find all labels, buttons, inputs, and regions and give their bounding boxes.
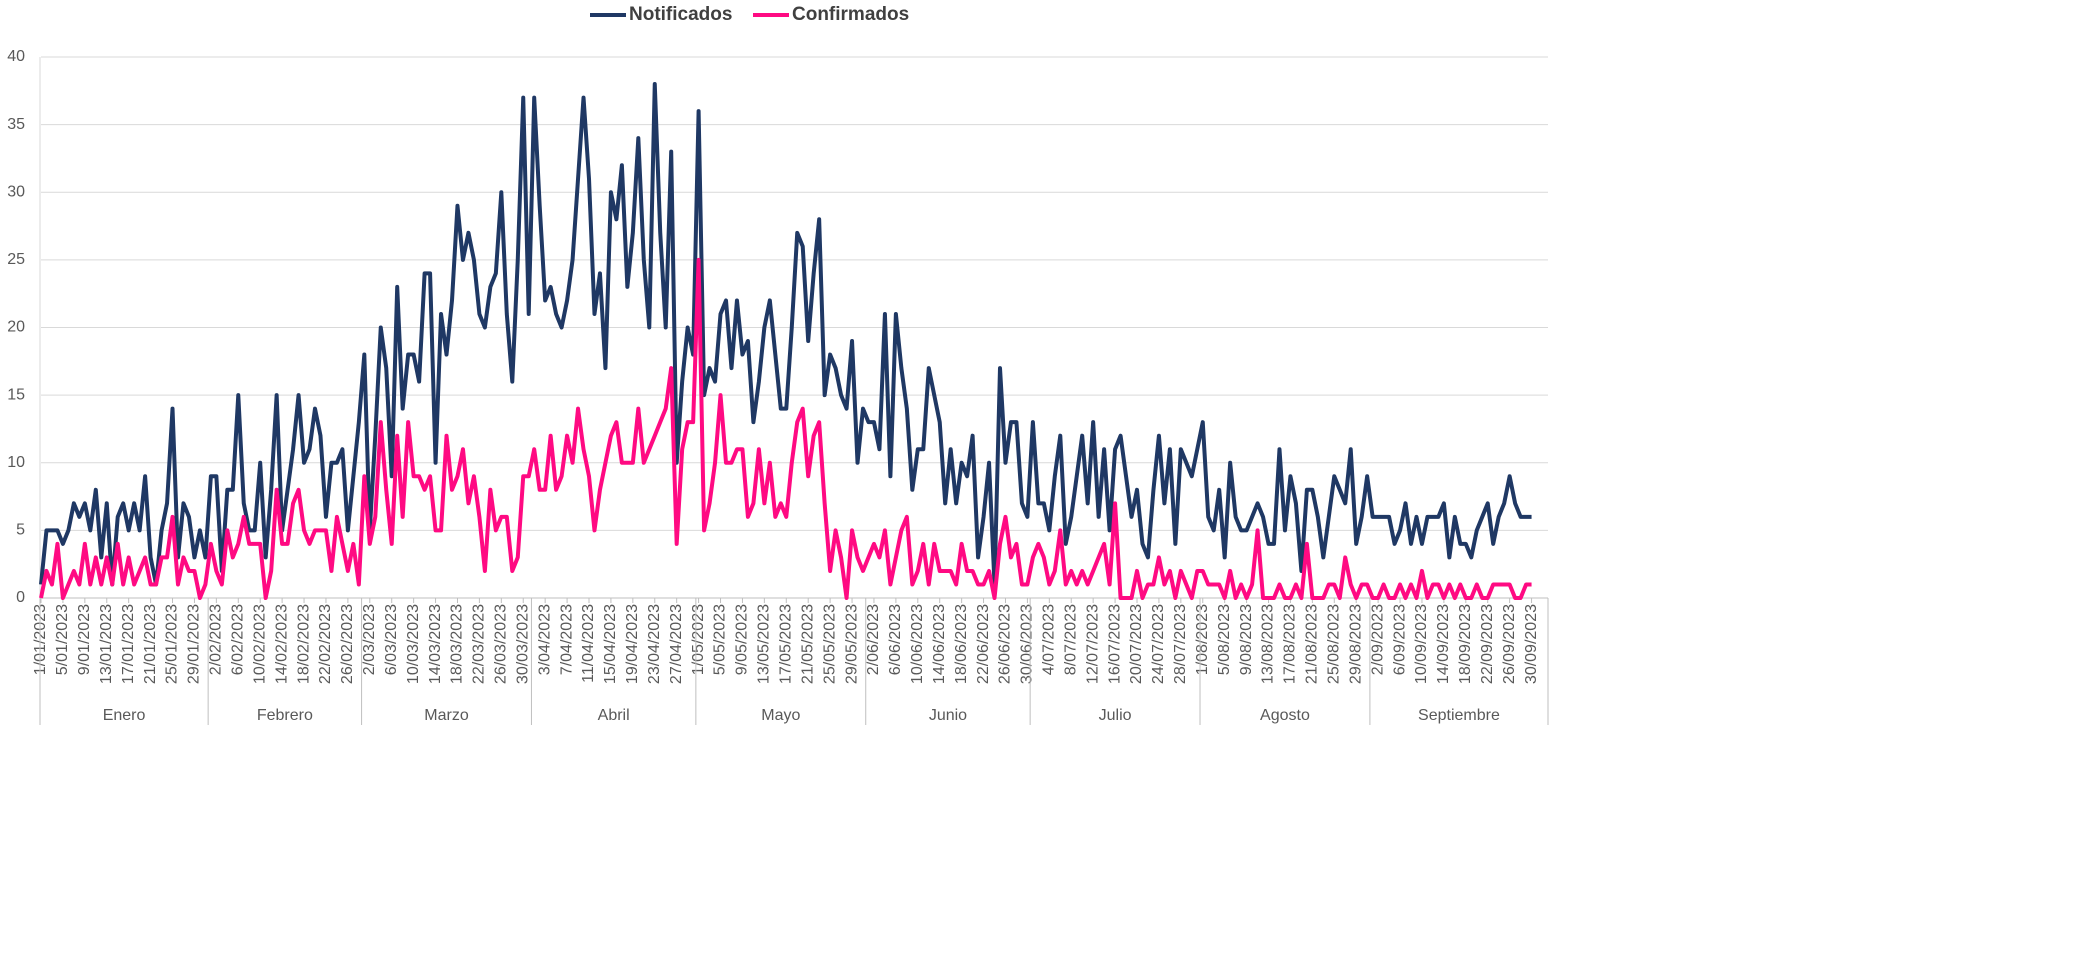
x-tick-label: 28/07/2023	[1172, 604, 1189, 684]
x-tick-label: 2/03/2023	[361, 604, 378, 675]
x-tick-label: 15/04/2023	[602, 604, 619, 684]
x-tick-label: 2/02/2023	[208, 604, 225, 675]
x-tick-label: 5/08/2023	[1216, 604, 1233, 675]
legend-label: Notificados	[629, 4, 732, 25]
month-label: Enero	[103, 707, 146, 724]
month-label: Febrero	[257, 707, 313, 724]
month-label: Julio	[1099, 707, 1132, 724]
x-tick-label: 24/07/2023	[1150, 604, 1167, 684]
x-tick-label: 21/01/2023	[142, 604, 159, 684]
month-label: Abril	[598, 707, 630, 724]
month-label: Marzo	[424, 707, 469, 724]
x-tick-label: 22/09/2023	[1479, 604, 1496, 684]
x-tick-label: 22/02/2023	[317, 604, 334, 684]
x-tick-label: 17/05/2023	[777, 604, 794, 684]
x-tick-label: 23/04/2023	[646, 604, 663, 684]
y-tick-label: 15	[7, 386, 25, 403]
x-tick-label: 30/09/2023	[1523, 604, 1540, 684]
x-tick-label: 10/02/2023	[251, 604, 268, 684]
x-tick-label: 2/06/2023	[865, 604, 882, 675]
x-tick-label: 18/09/2023	[1457, 604, 1474, 684]
x-tick-label: 12/07/2023	[1084, 604, 1101, 684]
x-tick-label: 13/01/2023	[98, 604, 115, 684]
x-tick-label: 4/07/2023	[1041, 604, 1058, 675]
x-tick-label: 14/03/2023	[427, 604, 444, 684]
x-tick-label: 2/09/2023	[1369, 604, 1386, 675]
x-tick-label: 6/09/2023	[1391, 604, 1408, 675]
x-tick-label: 30/03/2023	[514, 604, 531, 684]
y-tick-label: 5	[16, 522, 25, 539]
x-tick-label: 13/05/2023	[756, 604, 773, 684]
y-tick-label: 25	[7, 251, 25, 268]
x-tick-label: 18/06/2023	[953, 604, 970, 684]
x-tick-label: 21/05/2023	[799, 604, 816, 684]
x-tick-label: 9/01/2023	[76, 604, 93, 675]
x-tick-label: 6/06/2023	[887, 604, 904, 675]
y-tick-label: 0	[16, 589, 25, 606]
x-tick-label: 26/02/2023	[339, 604, 356, 684]
x-tick-label: 6/02/2023	[229, 604, 246, 675]
x-tick-label: 1/08/2023	[1194, 604, 1211, 675]
x-tick-label: 14/06/2023	[931, 604, 948, 684]
x-tick-label: 26/09/2023	[1501, 604, 1518, 684]
x-tick-label: 18/03/2023	[449, 604, 466, 684]
x-tick-label: 1/01/2023	[32, 604, 49, 675]
x-tick-label: 26/03/2023	[493, 604, 510, 684]
x-tick-label: 9/08/2023	[1238, 604, 1255, 675]
series-line	[39, 82, 1532, 587]
y-tick-label: 20	[7, 319, 25, 336]
y-tick-label: 10	[7, 454, 25, 471]
x-tick-label: 6/03/2023	[383, 604, 400, 675]
x-tick-label: 5/05/2023	[712, 604, 729, 675]
x-tick-label: 19/04/2023	[624, 604, 641, 684]
legend-label: Confirmados	[792, 4, 909, 25]
y-tick-label: 30	[7, 183, 25, 200]
month-label: Junio	[929, 707, 967, 724]
x-tick-label: 29/08/2023	[1347, 604, 1364, 684]
x-tick-label: 21/08/2023	[1304, 604, 1321, 684]
x-tick-label: 8/07/2023	[1062, 604, 1079, 675]
x-tick-label: 7/04/2023	[558, 604, 575, 675]
x-tick-label: 3/04/2023	[536, 604, 553, 675]
x-tick-label: 10/06/2023	[909, 604, 926, 684]
x-tick-label: 25/01/2023	[164, 604, 181, 684]
x-tick-label: 18/02/2023	[295, 604, 312, 684]
x-tick-label: 17/01/2023	[120, 604, 137, 684]
x-tick-label: 29/05/2023	[843, 604, 860, 684]
x-tick-label: 10/03/2023	[405, 604, 422, 684]
x-tick-label: 1/05/2023	[690, 604, 707, 675]
x-tick-label: 13/08/2023	[1260, 604, 1277, 684]
y-tick-label: 40	[7, 48, 25, 65]
month-label: Septiembre	[1418, 707, 1500, 724]
x-tick-label: 22/03/2023	[471, 604, 488, 684]
x-tick-label: 16/07/2023	[1106, 604, 1123, 684]
x-tick-label: 5/01/2023	[54, 604, 71, 675]
x-tick-label: 29/01/2023	[186, 604, 203, 684]
series-line	[39, 257, 1532, 600]
month-label: Mayo	[761, 707, 800, 724]
x-tick-label: 10/09/2023	[1413, 604, 1430, 684]
x-tick-label: 30/06/2023	[1019, 604, 1036, 684]
x-tick-label: 9/05/2023	[734, 604, 751, 675]
x-tick-label: 11/04/2023	[580, 604, 597, 683]
x-tick-label: 22/06/2023	[975, 604, 992, 684]
x-tick-label: 17/08/2023	[1282, 604, 1299, 684]
x-tick-label: 27/04/2023	[668, 604, 685, 684]
x-tick-label: 14/02/2023	[273, 604, 290, 684]
x-tick-label: 14/09/2023	[1435, 604, 1452, 684]
y-tick-label: 35	[7, 116, 25, 133]
x-tick-label: 26/06/2023	[997, 604, 1014, 684]
x-tick-label: 25/08/2023	[1325, 604, 1342, 684]
x-tick-label: 20/07/2023	[1128, 604, 1145, 684]
x-tick-label: 25/05/2023	[821, 604, 838, 684]
month-label: Agosto	[1260, 707, 1310, 724]
